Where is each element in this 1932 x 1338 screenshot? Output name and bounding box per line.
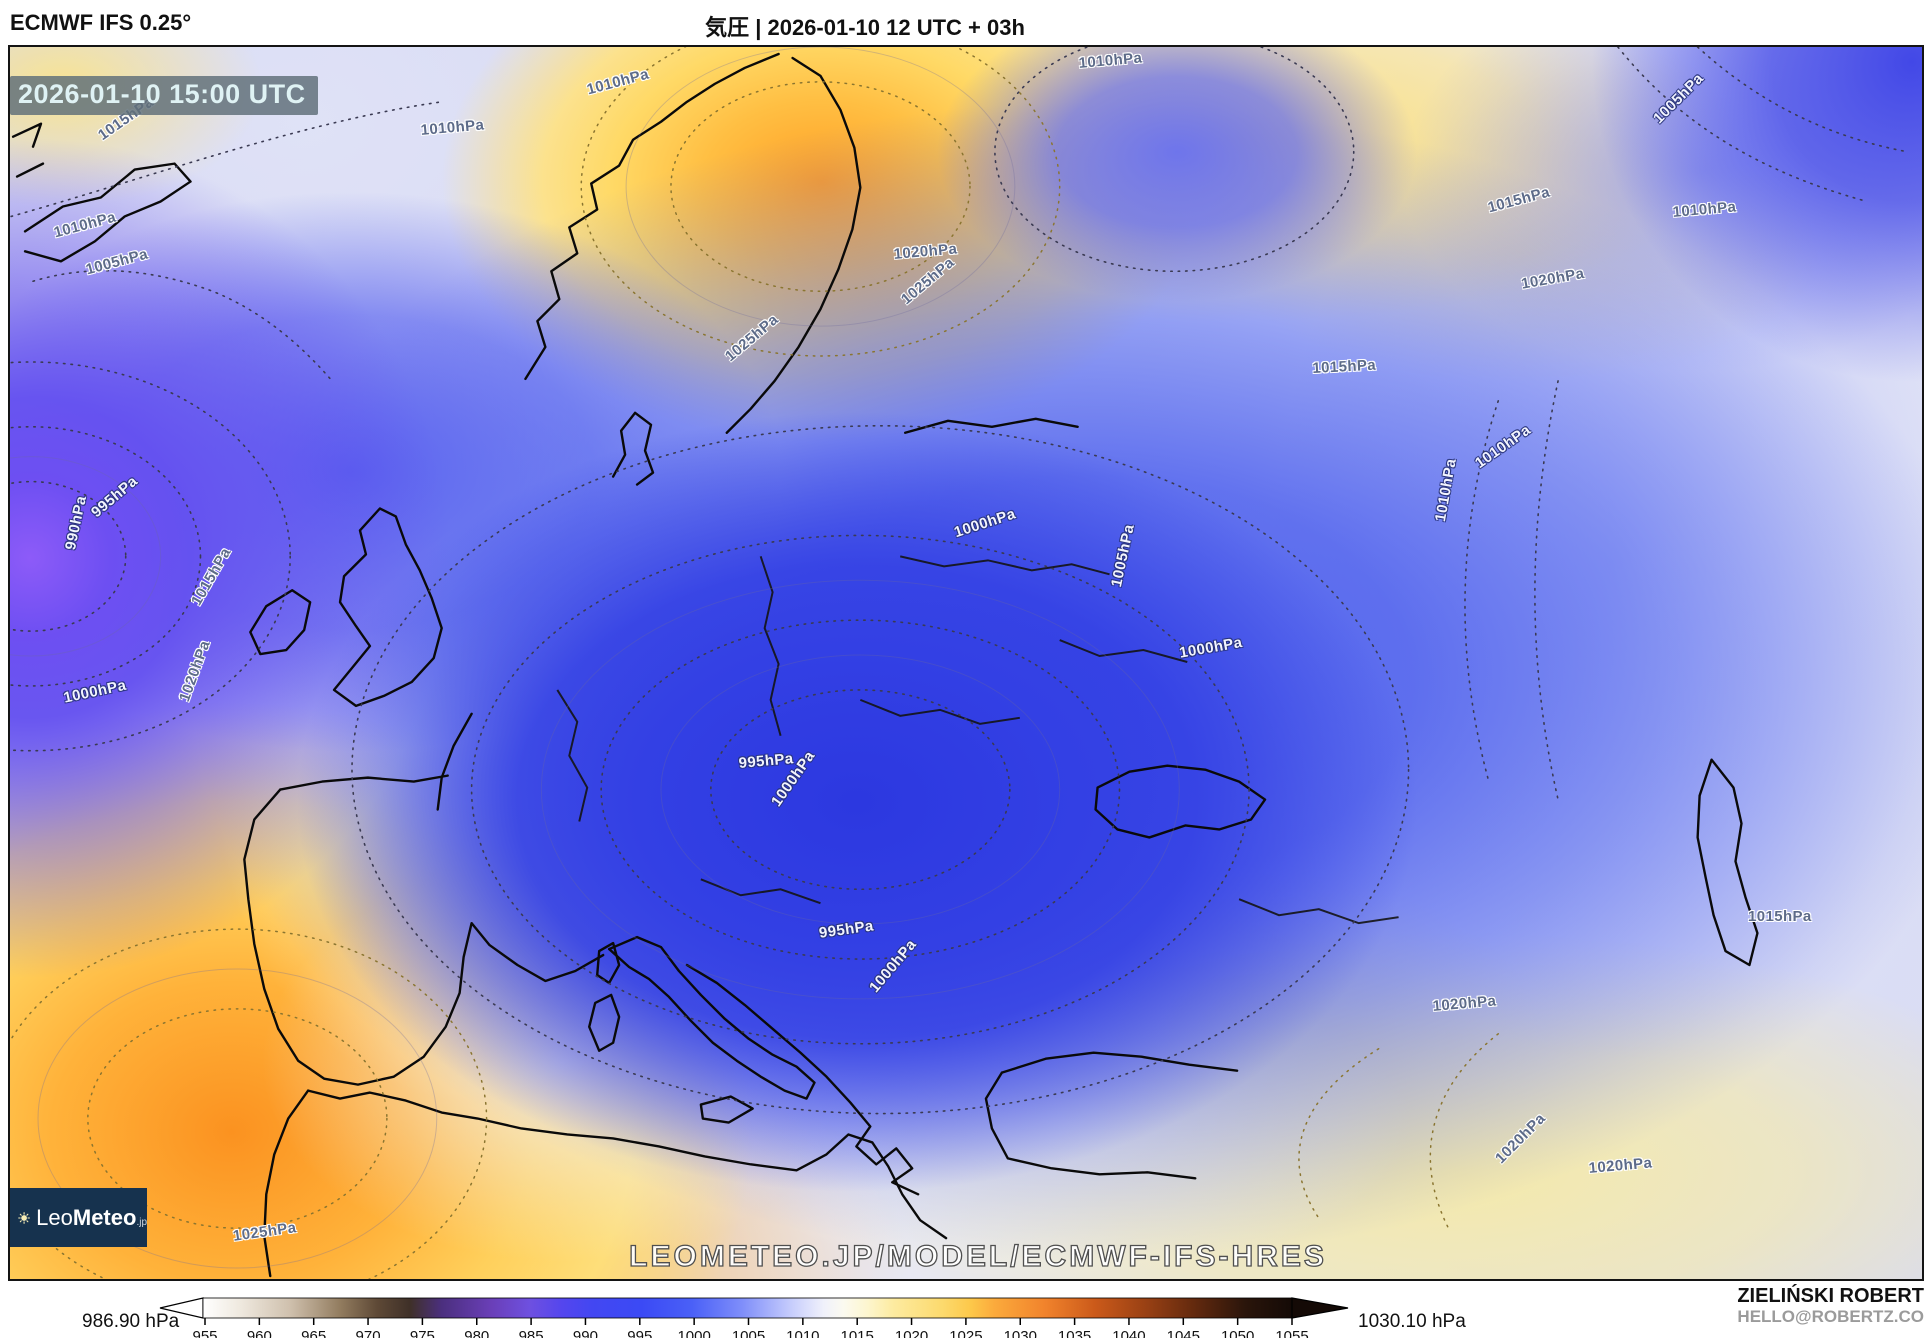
- map-contours: [10, 47, 1908, 1279]
- colorbar-tick-label: 965: [301, 1328, 326, 1338]
- border-path: [556, 555, 1399, 925]
- isobar-dotted-warm: [10, 47, 1500, 1279]
- colorbar-tick-label: 985: [519, 1328, 544, 1338]
- colorbar: 955 960 965 970 975 980 985 990 995 1000 1005 1010 1…: [159, 1297, 1349, 1338]
- colorbar-ticks: 955 960 965 970 975 980 985 990 995 1000 1005 1010 1…: [192, 1318, 1309, 1338]
- colorbar-tick-label: 960: [247, 1328, 272, 1338]
- weather-map: [8, 45, 1924, 1281]
- page-title: 気圧 | 2026-01-10 12 UTC + 03h: [705, 15, 1025, 40]
- colorbar-tick-label: 1005: [732, 1328, 765, 1338]
- colorbar-right-arrow: [1291, 1297, 1349, 1319]
- colorbar-tick-label: 1020: [895, 1328, 928, 1338]
- colorbar-tick-label: 990: [573, 1328, 598, 1338]
- logo-text: LeoMeteo.jp: [36, 1204, 147, 1230]
- colorbar-left-arrow: [159, 1297, 204, 1319]
- colorbar-bar: [202, 1297, 1293, 1319]
- colorbar-max-value: 1030.10 hPa: [1358, 1311, 1466, 1332]
- colorbar-tick-label: 1055: [1275, 1328, 1308, 1338]
- colorbar-tick-label: 995: [627, 1328, 652, 1338]
- credits: ZIELIŃSKI ROBERT HELLO@ROBERTZ.CO: [1737, 1285, 1924, 1326]
- colorbar-tick-label: 1010: [786, 1328, 819, 1338]
- colorbar-tick-label: 1000: [677, 1328, 710, 1338]
- isobar-dotted: [10, 47, 1908, 1115]
- colorbar-tick-label: 1035: [1058, 1328, 1091, 1338]
- sun-icon: [18, 1211, 30, 1224]
- colorbar-tick-label: 1045: [1167, 1328, 1200, 1338]
- isobar-thin: [10, 47, 1180, 1269]
- colorbar-tick-label: 970: [356, 1328, 381, 1338]
- leometeo-logo: LeoMeteo.jp: [10, 1188, 147, 1247]
- colorbar-tick-label: 1025: [949, 1328, 982, 1338]
- colorbar-tick-label: 955: [192, 1328, 217, 1338]
- colorbar-tick-label: 1030: [1004, 1328, 1037, 1338]
- coastline-path: [11, 52, 1759, 1278]
- credit-name: ZIELIŃSKI ROBERT: [1737, 1285, 1924, 1307]
- colorbar-tick-label: 1050: [1221, 1328, 1254, 1338]
- colorbar-tick-label: 1040: [1112, 1328, 1145, 1338]
- watermark: LEOMETEO.JP/MODEL/ECMWF-IFS-HRES: [629, 1239, 1327, 1273]
- colorbar-tick-label: 975: [410, 1328, 435, 1338]
- timestamp-badge: 2026-01-10 15:00 UTC: [10, 76, 318, 115]
- model-name: ECMWF IFS 0.25°: [10, 10, 192, 35]
- colorbar-min-value: 986.90 hPa: [82, 1311, 180, 1332]
- credit-email: HELLO@ROBERTZ.CO: [1737, 1307, 1924, 1327]
- colorbar-tick-label: 1015: [841, 1328, 874, 1338]
- colorbar-tick-label: 980: [464, 1328, 489, 1338]
